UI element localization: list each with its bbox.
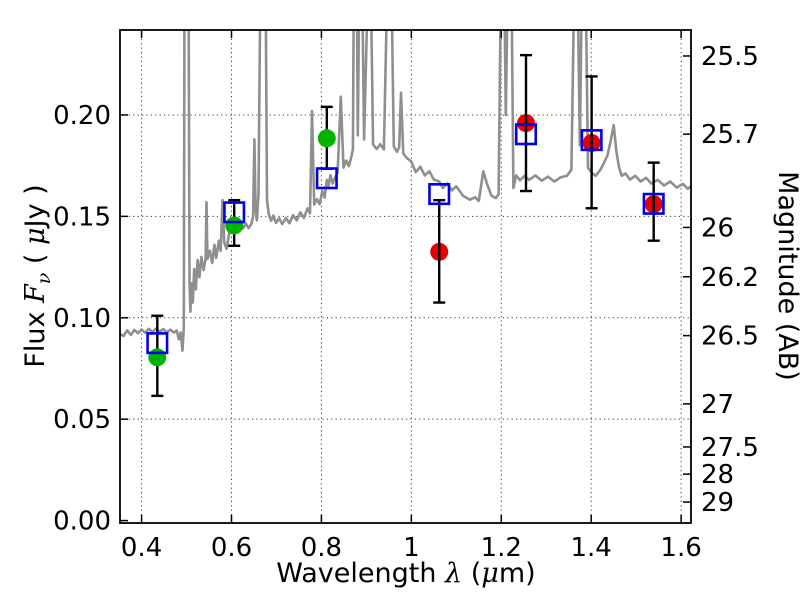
axis-label-part: μ bbox=[481, 558, 499, 589]
tick-marks bbox=[120, 30, 691, 523]
grid bbox=[120, 30, 691, 523]
y-right-tick-label: 28 bbox=[701, 460, 734, 490]
y-right-tick-label: 26 bbox=[701, 213, 734, 243]
green-circle-marker bbox=[148, 348, 167, 367]
y-right-tick-label: 25.7 bbox=[701, 120, 759, 150]
axis-label-part: Jy ) bbox=[20, 184, 51, 229]
y-axis-left-label: Flux Fν ( μJy ) bbox=[20, 184, 55, 367]
axis-label-part: Wavelength bbox=[276, 558, 445, 589]
model-spectrum-line bbox=[120, 30, 691, 352]
plot-area: 0.4 0.6 0.8 1 1.2 1.4 1.6 0.00 0.05 0.10 0.15 0.20 2… bbox=[53, 29, 759, 563]
y-right-tick-label: 26.5 bbox=[701, 322, 759, 352]
green-circle-marker bbox=[317, 129, 336, 148]
y-right-tick-label: 26.2 bbox=[701, 263, 759, 293]
blue-square-marker bbox=[146, 332, 169, 355]
axis-label-part: ( bbox=[20, 245, 51, 273]
x-tick-label: 0.6 bbox=[211, 533, 252, 563]
tick-labels: 0.4 0.6 0.8 1 1.2 1.4 1.6 0.00 0.05 0.10 0.15 0.20 2… bbox=[53, 42, 759, 563]
y-left-tick-label: 0.05 bbox=[53, 405, 111, 435]
y-right-tick-label: 25.5 bbox=[701, 42, 759, 72]
blue-square-marker bbox=[223, 201, 246, 224]
x-tick-label: 1.4 bbox=[571, 533, 612, 563]
x-tick-label: 1 bbox=[403, 533, 420, 563]
axis-label-part: ( bbox=[462, 558, 481, 589]
y-right-tick-label: 29 bbox=[701, 488, 734, 518]
x-tick-label: 0.4 bbox=[121, 533, 162, 563]
y-axis-right-label: Magnitude (AB) bbox=[772, 171, 800, 381]
blue-square-marker bbox=[642, 192, 665, 215]
axis-label-part: F bbox=[20, 283, 51, 304]
blue-square-marker bbox=[315, 167, 338, 190]
y-right-tick-label: 27 bbox=[701, 390, 734, 420]
blue-square-series bbox=[146, 123, 665, 355]
axis-label-part: λ bbox=[444, 558, 462, 589]
axis-label-part: ν bbox=[33, 272, 55, 284]
x-axis-label: Wavelength λ (μm) bbox=[276, 558, 535, 589]
axis-label-part: μ bbox=[20, 227, 51, 245]
x-tick-label: 1.2 bbox=[481, 533, 522, 563]
x-tick-label: 0.8 bbox=[301, 533, 342, 563]
axis-label-part: Flux bbox=[20, 303, 51, 368]
y-right-tick-label: 27.5 bbox=[701, 433, 759, 463]
blue-square-marker bbox=[514, 123, 538, 146]
x-tick-label: 1.6 bbox=[660, 533, 701, 563]
axis-label-part: m) bbox=[499, 558, 536, 589]
y-left-tick-label: 0.00 bbox=[53, 507, 111, 537]
green-circle-marker bbox=[225, 216, 244, 235]
y-left-tick-label: 0.20 bbox=[53, 101, 111, 131]
blue-square-marker bbox=[428, 183, 451, 206]
y-left-tick-label: 0.10 bbox=[53, 304, 111, 334]
plot-frame bbox=[119, 29, 692, 524]
y-left-tick-label: 0.15 bbox=[53, 202, 111, 232]
blue-square-marker bbox=[580, 129, 603, 152]
red-circle-series bbox=[430, 114, 663, 261]
